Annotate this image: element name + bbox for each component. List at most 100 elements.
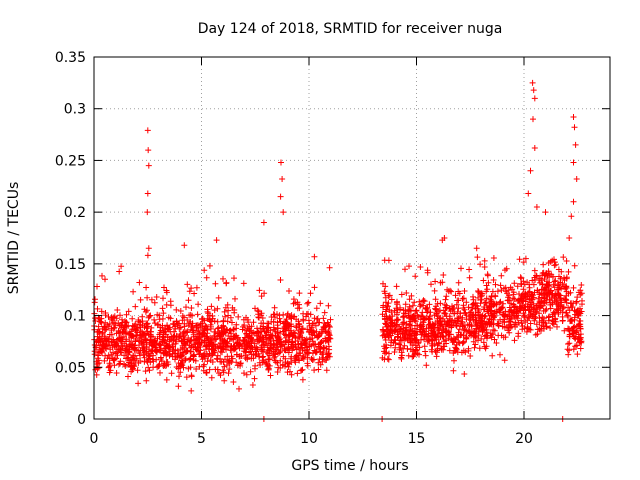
data-point [530,116,536,123]
data-point [391,349,398,355]
data-point [543,306,550,313]
data-point [438,330,445,337]
data-point [466,274,473,281]
data-point [151,339,158,345]
data-point [571,262,578,269]
data-point [157,354,164,361]
data-point [510,308,517,315]
data-point [186,342,193,349]
data-point [99,338,106,344]
data-point [274,369,281,375]
data-point [517,274,524,281]
data-point [195,301,202,308]
data-point [321,309,328,316]
data-point [424,308,431,314]
data-point [432,296,439,303]
data-point [142,368,149,375]
data-point [107,367,114,374]
data-point [144,127,151,134]
x-tick-label: 5 [197,431,206,447]
data-point [157,369,163,376]
data-point [484,271,491,278]
data-point [119,316,125,323]
data-point [219,338,226,344]
data-point [316,345,323,352]
data-point [571,314,578,321]
x-ticks: 0 5 10 15 20 [90,57,533,447]
data-point [185,322,192,329]
data-point [439,237,446,244]
data-point [303,311,310,317]
data-point [151,299,158,306]
data-point [518,320,525,327]
data-point [432,278,439,285]
data-point [522,314,529,321]
data-point [471,344,478,351]
data-point [308,324,315,331]
data-point [114,346,121,353]
data-point [440,325,447,332]
data-point [387,327,394,334]
data-point [108,331,115,338]
data-point [201,339,208,345]
data-point [224,318,231,325]
data-point [481,264,488,270]
data-point [228,343,235,350]
data-point [566,333,573,340]
data-point [103,326,110,332]
data-point [211,333,217,340]
data-point [302,341,309,347]
data-point [144,190,151,197]
data-point [379,332,386,339]
data-point [526,315,533,322]
data-point [574,351,581,358]
data-point [551,262,558,269]
data-point [409,302,416,309]
data-point [325,302,332,309]
data-point [577,335,584,341]
data-point [163,376,170,383]
data-point [204,326,211,333]
data-point [123,329,129,336]
data-point [173,306,180,313]
data-point [326,264,333,271]
data-point [515,330,522,337]
grid-lines [94,57,610,419]
data-point [187,348,194,355]
data-point [423,304,430,311]
data-point [96,349,103,356]
data-point [94,305,101,312]
data-point [383,321,390,328]
data-point [256,337,263,344]
data-point [163,331,169,338]
data-point [381,343,388,350]
data-point [108,351,115,358]
data-point [515,298,521,305]
data-point [275,329,281,336]
data-point [147,312,154,319]
data-point [541,292,548,298]
data-point [250,319,257,326]
data-point [144,252,151,259]
data-point [467,353,474,359]
data-point [116,322,123,329]
data-point [504,297,511,304]
data-point [463,299,470,306]
data-point [538,325,545,332]
data-point [193,366,200,372]
data-point [296,305,303,312]
data-point [188,387,195,394]
data-point [563,258,570,264]
data-point [509,309,516,316]
data-point [276,315,283,322]
data-point [455,329,462,336]
data-point [489,352,496,359]
data-point [151,316,158,323]
data-point [237,353,244,360]
data-point [495,320,502,327]
data-point [220,343,227,350]
data-point [195,327,202,334]
data-point [454,334,461,340]
data-point [552,290,559,297]
data-point [179,344,186,351]
